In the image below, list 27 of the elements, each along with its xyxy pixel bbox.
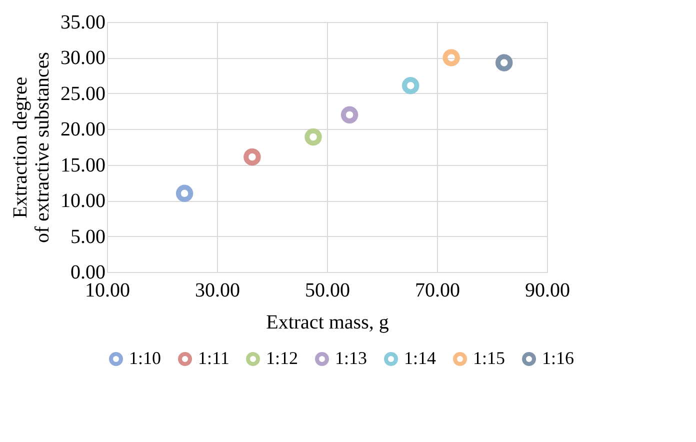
x-axis-title: Extract mass, g (266, 312, 389, 334)
legend-label: 1:11 (198, 348, 230, 368)
x-tick-label: 50.00 (305, 280, 350, 302)
point (495, 54, 513, 72)
x-tick-label: 90.00 (525, 280, 570, 302)
x-tick-label: 30.00 (195, 280, 240, 302)
y-tick-label: 30.00 (60, 47, 106, 70)
y-axis-title: Extraction degree of extractive substances (10, 52, 54, 244)
legend-label: 1:13 (335, 348, 368, 368)
point (244, 148, 261, 166)
point (442, 49, 460, 66)
y-tick-label: 10.00 (60, 190, 106, 212)
legend-label: 1:16 (542, 348, 574, 368)
legend-label: 1:12 (266, 348, 298, 368)
legend-label: 1:10 (129, 348, 162, 368)
point (402, 76, 420, 94)
y-tick-label: 20.00 (60, 118, 106, 141)
point (340, 106, 358, 124)
y-tick-label: 15.00 (60, 154, 106, 176)
legend-label: 1:14 (404, 348, 436, 368)
y-tick-label: 35.00 (60, 12, 106, 34)
y-tick-label: 5.00 (70, 226, 106, 248)
y-tick-label: 25.00 (60, 82, 106, 105)
x-tick-label: 70.00 (415, 280, 460, 302)
point (176, 184, 194, 202)
legend-label: 1:15 (473, 348, 506, 368)
point (304, 128, 322, 146)
